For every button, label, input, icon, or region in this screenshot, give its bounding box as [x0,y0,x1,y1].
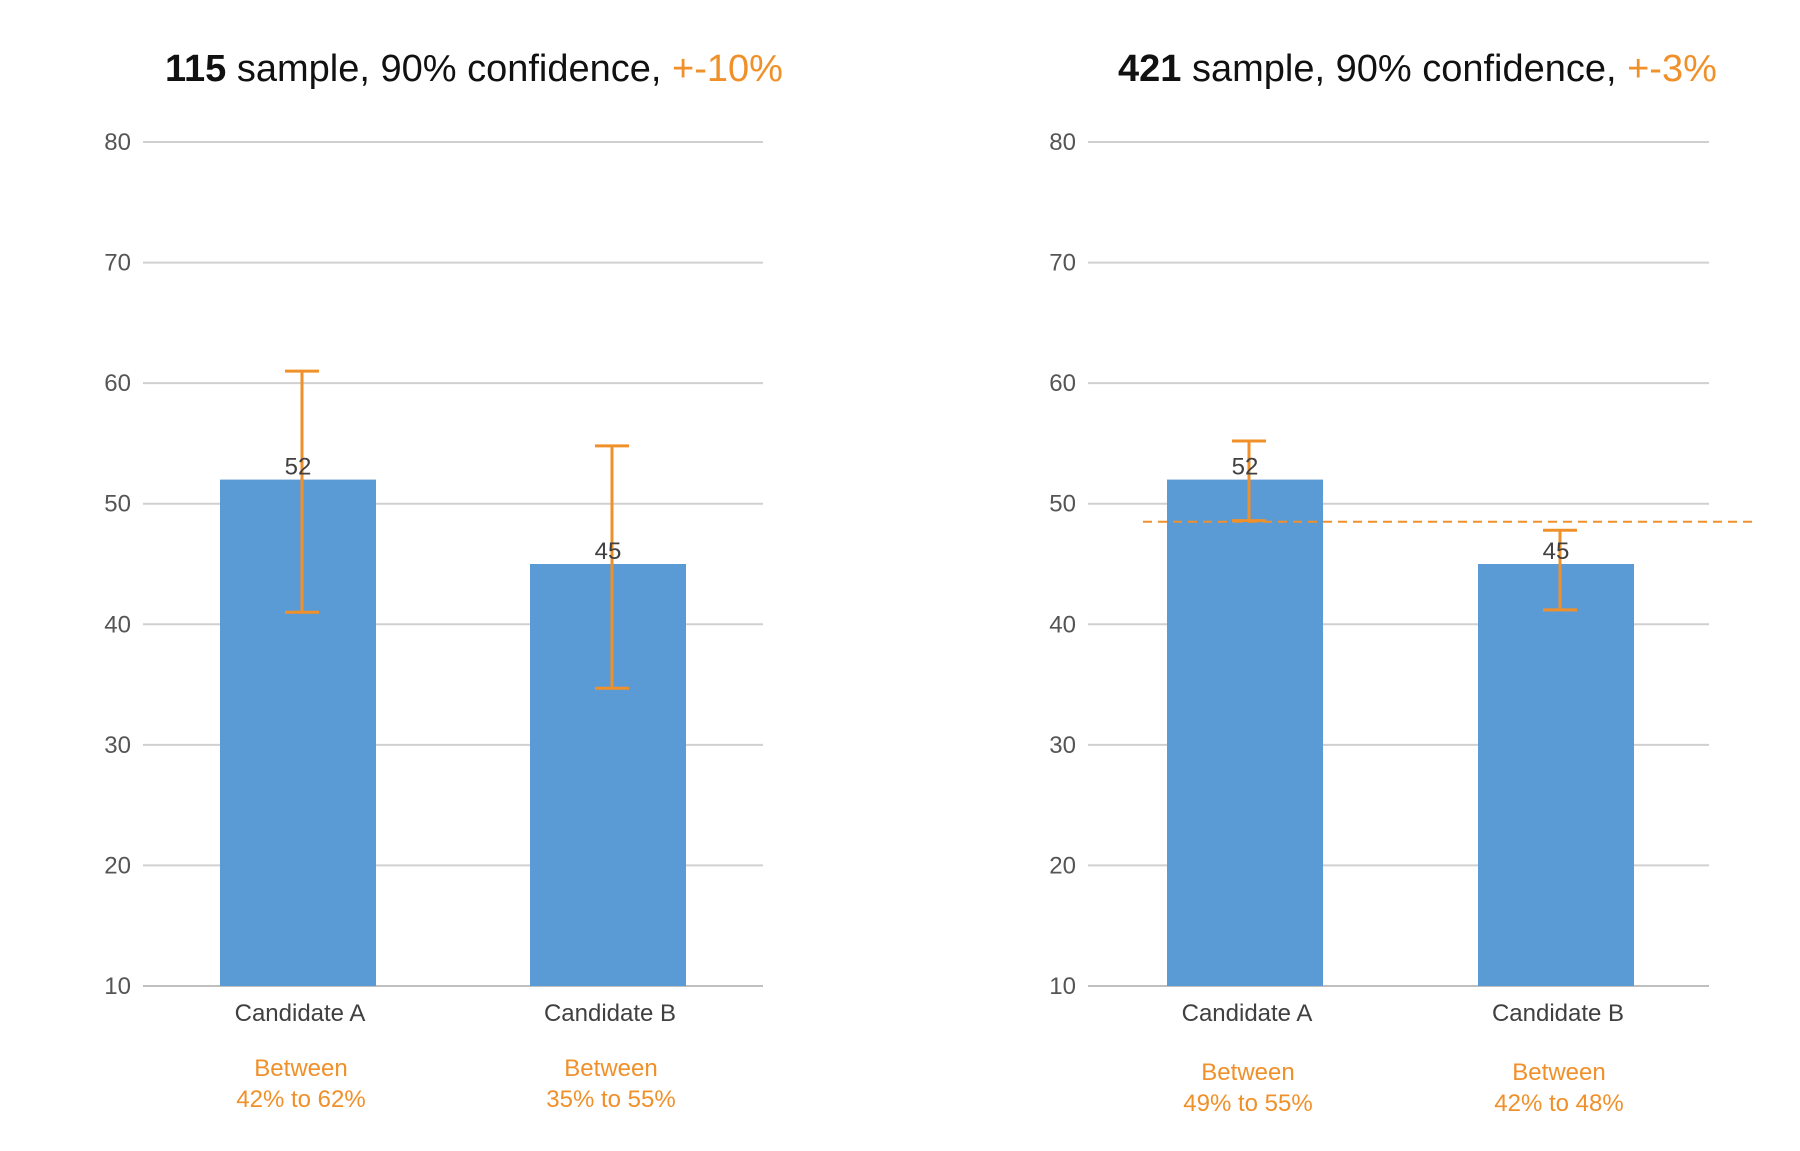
bar-candidate-b [530,564,686,986]
y-tick-label: 20 [1049,852,1076,879]
range-note-line1: Between [1201,1059,1294,1086]
y-tick-label: 70 [104,250,131,277]
data-label: 52 [285,454,312,481]
y-tick-label: 50 [104,491,131,518]
chart-left-title-text: sample, 90% confidence, [226,48,672,90]
chart-left-labels: 52 Candidate A Between 42% to 62% 45 Candidat… [235,454,676,1113]
y-tick-label: 70 [1049,250,1076,277]
range-note-line2: 49% to 55% [1183,1090,1312,1117]
error-bar-candidate-b [1543,528,1577,612]
chart-right-title-text: sample, 90% confidence, [1181,48,1627,90]
bar-candidate-a [220,479,376,986]
range-note-line2: 42% to 62% [236,1086,365,1113]
chart-left: 115 sample, 90% confidence, +-10% 10 20 30… [104,48,783,1113]
bar-candidate-a [1167,479,1323,986]
y-tick-label: 40 [104,611,131,638]
chart-right-labels: 52 Candidate A Between 49% to 55% 45 Candidat… [1182,454,1624,1117]
chart-right-sample-size: 421 [1118,48,1181,90]
category-label: Candidate A [1182,1000,1313,1027]
chart-right: 421 sample, 90% confidence, +-3% 10 20 30 4… [1049,48,1754,1117]
data-label: 45 [595,538,622,565]
data-label: 45 [1543,538,1570,565]
y-tick-label: 10 [104,973,131,1000]
chart-right-error-bars [1232,439,1577,612]
chart-left-error-bars [285,369,629,690]
y-tick-label: 30 [104,732,131,759]
y-tick-label: 20 [104,852,131,879]
range-note-line2: 42% to 48% [1494,1090,1623,1117]
chart-right-margin: +-3% [1627,48,1717,90]
y-tick-label: 10 [1049,973,1076,1000]
y-tick-label: 30 [1049,732,1076,759]
y-tick-label: 60 [1049,370,1076,397]
error-bar-candidate-a [285,369,319,614]
category-label: Candidate B [1492,1000,1624,1027]
category-label: Candidate B [544,1000,676,1027]
data-label: 52 [1232,454,1259,481]
y-tick-label: 40 [1049,611,1076,638]
chart-left-title: 115 sample, 90% confidence, +-10% [165,48,783,90]
chart-left-bars [220,479,686,986]
chart-right-title: 421 sample, 90% confidence, +-3% [1118,48,1717,90]
y-tick-label: 80 [104,129,131,156]
error-bar-candidate-a [1232,439,1266,523]
category-label: Candidate A [235,1000,366,1027]
range-note-line1: Between [1512,1059,1605,1086]
range-note-line1: Between [254,1055,347,1082]
y-tick-label: 60 [104,370,131,397]
error-bar-candidate-b [595,444,629,690]
y-tick-label: 80 [1049,129,1076,156]
y-tick-label: 50 [1049,491,1076,518]
range-note-line2: 35% to 55% [546,1086,675,1113]
chart-right-bars [1167,479,1634,986]
range-note-line1: Between [564,1055,657,1082]
chart-left-margin: +-10% [672,48,783,90]
bar-candidate-b [1478,564,1634,986]
chart-left-sample-size: 115 [165,48,226,90]
